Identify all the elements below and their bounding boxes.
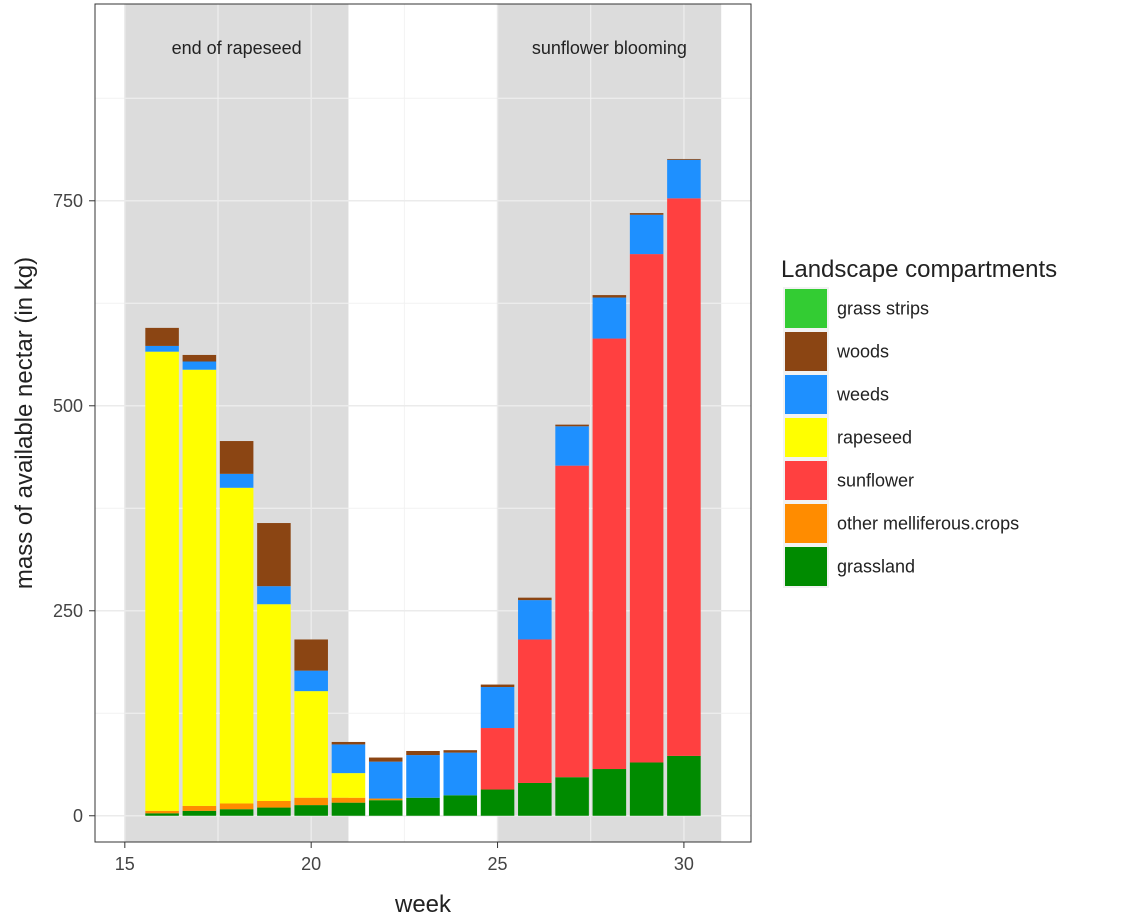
- bar-segment: [145, 810, 179, 814]
- shaded-period-label: sunflower blooming: [532, 38, 687, 58]
- bar-segment: [368, 761, 403, 799]
- bar-segment: [219, 487, 254, 804]
- bar-segment: [480, 684, 515, 688]
- bar-segment: [219, 803, 254, 810]
- bar-segment: [257, 523, 291, 587]
- y-tick-label: 250: [53, 601, 83, 621]
- legend-swatch: [785, 461, 827, 500]
- legend-swatch: [785, 547, 827, 586]
- bar-segment: [257, 807, 291, 816]
- x-tick-label: 30: [674, 854, 694, 874]
- bar-segment: [331, 744, 366, 774]
- bar-segment: [592, 297, 627, 339]
- bar-segment: [592, 338, 627, 770]
- axes: 0 250 500 750 15 20 25 30: [53, 3, 752, 874]
- bar-segment: [145, 327, 179, 346]
- bar-segment: [182, 361, 217, 370]
- bar-segment: [406, 750, 440, 756]
- bars: [145, 158, 701, 816]
- legend-label: sunflower: [837, 471, 914, 491]
- legend-title: Landscape compartments: [781, 256, 1057, 283]
- bar-segment: [368, 800, 403, 816]
- bar-segment: [629, 254, 664, 763]
- bar-segment: [182, 369, 217, 806]
- bar-segment: [406, 755, 440, 798]
- bar-segment: [145, 345, 179, 352]
- bar-segment: [368, 798, 403, 801]
- bar-segment: [480, 728, 515, 790]
- bar-segment: [145, 813, 179, 816]
- bar-segment: [480, 789, 515, 816]
- bar-segment: [294, 797, 328, 806]
- bar-segment: [182, 805, 217, 811]
- bar-segment: [331, 773, 366, 798]
- shaded-period-label: end of rapeseed: [172, 38, 302, 58]
- bar-segment: [555, 465, 589, 778]
- y-tick-label: 0: [73, 806, 83, 826]
- bar-segment: [406, 797, 440, 816]
- bar-segment: [257, 586, 291, 605]
- bar-segment: [518, 639, 552, 783]
- x-axis-title: week: [394, 891, 452, 918]
- shaded-period-labels: end of rapeseed sunflower blooming: [172, 38, 687, 58]
- bar-segment: [480, 687, 515, 729]
- bar-segment: [518, 600, 552, 640]
- bar-segment: [518, 782, 552, 816]
- bar-segment: [331, 797, 366, 803]
- legend: Landscape compartments grass strips woods…: [781, 256, 1057, 588]
- bar-segment: [667, 755, 701, 816]
- bar-segment: [443, 795, 478, 816]
- bar-segment: [331, 802, 366, 816]
- panel-border: [94, 3, 752, 843]
- legend-swatch: [785, 375, 827, 414]
- legend-swatch: [785, 289, 827, 328]
- bar-segment: [667, 158, 701, 160]
- bar-segment: [294, 805, 328, 816]
- y-tick-label: 500: [53, 396, 83, 416]
- bar-segment: [592, 295, 627, 298]
- x-tick-label: 20: [301, 854, 321, 874]
- legend-label: grassland: [837, 557, 915, 577]
- bar-segment: [219, 473, 254, 488]
- legend-label: grass strips: [837, 299, 929, 319]
- bar-segment: [629, 213, 664, 215]
- legend-label: weeds: [836, 385, 889, 405]
- x-tick-label: 25: [488, 854, 508, 874]
- bar-segment: [368, 757, 403, 762]
- legend-label: other melliferous.crops: [837, 514, 1019, 534]
- bar-segment: [667, 159, 701, 199]
- bar-segment: [592, 769, 627, 816]
- bar-segment: [443, 750, 478, 753]
- y-axis-title: mass of available nectar (in kg): [11, 257, 38, 589]
- bar-segment: [555, 424, 589, 427]
- legend-swatch: [785, 332, 827, 371]
- bar-segment: [182, 810, 217, 816]
- x-tick-label: 15: [115, 854, 135, 874]
- legend-label: rapeseed: [837, 428, 912, 448]
- bar-segment: [443, 752, 478, 796]
- bar-segment: [667, 198, 701, 756]
- bar-segment: [294, 639, 328, 671]
- bar-segment: [219, 809, 254, 816]
- legend-swatch: [785, 504, 827, 543]
- bar-segment: [629, 762, 664, 816]
- bar-segment: [257, 604, 291, 802]
- bar-segment: [294, 670, 328, 692]
- bar-segment: [555, 777, 589, 816]
- bar-segment: [145, 351, 179, 811]
- bar-segment: [555, 426, 589, 466]
- legend-label: woods: [836, 342, 889, 362]
- legend-swatch: [785, 418, 827, 457]
- bar-segment: [294, 691, 328, 798]
- bar-segment: [182, 354, 217, 362]
- bar-segment: [629, 214, 664, 255]
- bar-segment: [257, 801, 291, 808]
- y-tick-label: 750: [53, 191, 83, 211]
- bar-segment: [331, 741, 366, 745]
- bar-segment: [518, 597, 552, 601]
- bar-segment: [219, 441, 254, 474]
